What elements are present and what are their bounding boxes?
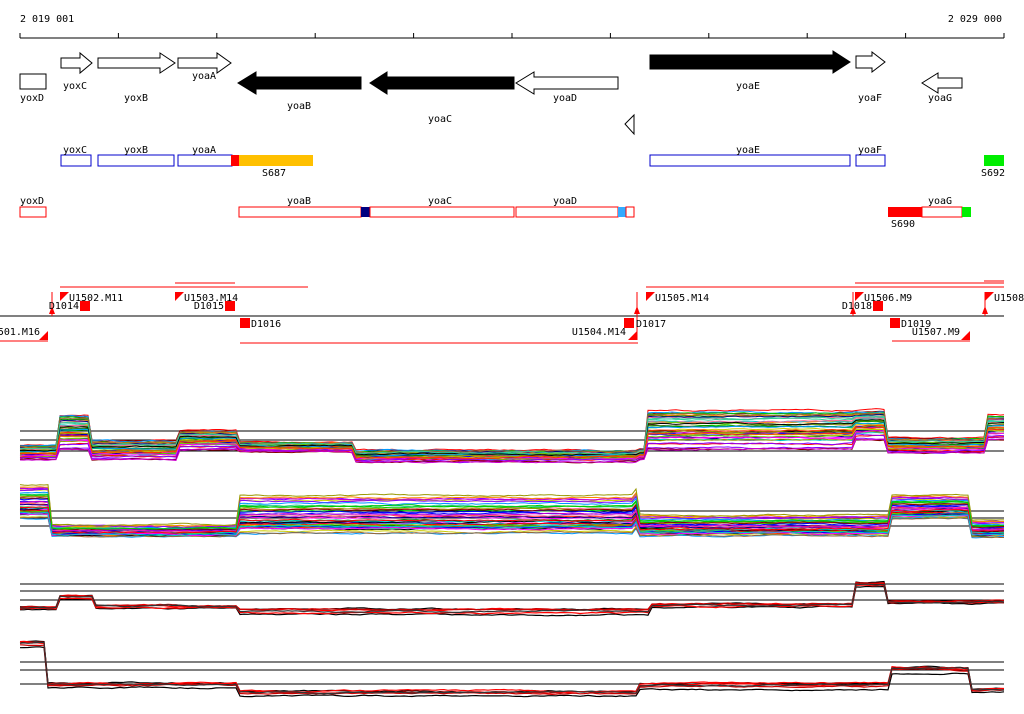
fwd-box-yoxB[interactable]: yoxB: [97, 145, 175, 167]
gene-yoxB[interactable]: yoxB: [97, 52, 176, 104]
feature-U1506-M9[interactable]: U1506.M9: [864, 293, 912, 304]
marker-D1015[interactable]: D1015: [194, 301, 224, 312]
gene-yoxC[interactable]: yoxC: [60, 51, 93, 92]
svg-text:yoaG: yoaG: [928, 93, 952, 104]
svg-text:yoxC: yoxC: [63, 145, 87, 156]
light-blue-mark: [618, 207, 626, 217]
summary-panel-forward: [19, 580, 1005, 617]
svg-text:yoxD: yoxD: [20, 93, 44, 104]
svg-text:S692: S692: [981, 168, 1005, 179]
rev-box-yoxD[interactable]: yoxD: [19, 196, 47, 218]
red-mark: [231, 155, 239, 166]
gene-yoaF[interactable]: yoaF: [855, 50, 886, 104]
marker-D1018[interactable]: D1018: [842, 301, 872, 312]
gene-yoaD[interactable]: yoaD: [515, 71, 619, 104]
feature-U1503-M14[interactable]: U1503.M14: [184, 293, 238, 304]
coordinate-ruler: 2 019 001 2 029 000: [19, 14, 1005, 39]
rev-box-tail: [625, 206, 635, 218]
marker-D1014[interactable]: D1014: [49, 301, 79, 312]
feature-U1502-M11[interactable]: U1502.M11: [69, 293, 123, 304]
rev-box-yoaB[interactable]: yoaB: [238, 196, 362, 218]
axis-start-label: 2 019 001: [20, 14, 74, 25]
gene-yoaG[interactable]: yoaG: [921, 72, 963, 104]
forward-box-track: yoxC yoxB yoaA S687 yoaE yoaF S692: [60, 145, 1005, 179]
gene-yoaE[interactable]: yoaE: [649, 50, 851, 92]
svg-text:yoaE: yoaE: [736, 145, 760, 156]
svg-text:yoxD: yoxD: [20, 196, 44, 207]
svg-text:yoxC: yoxC: [63, 81, 87, 92]
fwd-box-yoaA[interactable]: yoaA: [177, 145, 233, 167]
svg-text:yoxB: yoxB: [124, 145, 148, 156]
svg-text:yoaF: yoaF: [858, 93, 882, 104]
segment-S692[interactable]: S692: [981, 155, 1005, 179]
svg-text:yoaD: yoaD: [553, 196, 577, 207]
feature-U1508[interactable]: U1508: [994, 293, 1024, 304]
svg-text:yoxB: yoxB: [124, 93, 148, 104]
svg-text:yoaF: yoaF: [858, 145, 882, 156]
fwd-box-yoaF[interactable]: yoaF: [855, 145, 886, 167]
expression-panel-reverse: [19, 484, 1005, 539]
gene-yoaB[interactable]: yoaB: [237, 71, 362, 112]
marker-D1019[interactable]: D1019: [901, 319, 931, 330]
gene-yoxD[interactable]: yoxD: [19, 73, 47, 104]
summary-panel-reverse: [19, 640, 1005, 698]
marker-D1016[interactable]: D1016: [251, 319, 281, 330]
svg-text:yoaC: yoaC: [428, 114, 452, 125]
segment-S690[interactable]: S690: [888, 207, 922, 230]
svg-text:yoaE: yoaE: [736, 81, 760, 92]
fwd-box-yoxC[interactable]: yoxC: [60, 145, 92, 167]
feature-501-M16[interactable]: 501.M16: [0, 327, 40, 338]
rev-box-yoaC[interactable]: yoaC: [369, 196, 515, 218]
feature-track: U1502.M11 U1503.M14 U1505.M14 U1506.M9 U…: [0, 280, 1024, 344]
feature-U1505-M14[interactable]: U1505.M14: [655, 293, 709, 304]
expression-panel-forward: [19, 408, 1005, 464]
green-mark: [962, 207, 971, 217]
gene-yoaC[interactable]: yoaC: [369, 71, 515, 125]
svg-text:yoaD: yoaD: [553, 93, 577, 104]
svg-text:yoaA: yoaA: [192, 71, 216, 82]
marker-D1017[interactable]: D1017: [636, 319, 666, 330]
fwd-box-yoaE[interactable]: yoaE: [649, 145, 851, 167]
small-triangle-marker: [624, 113, 635, 136]
svg-text:S690: S690: [891, 219, 915, 230]
axis-end-label: 2 029 000: [948, 14, 1002, 25]
reverse-box-track: yoxD yoaB yoaC yoaD S690 yoaG: [19, 196, 971, 230]
rev-box-yoaG[interactable]: yoaG: [921, 196, 963, 218]
segment-S687[interactable]: S687: [239, 155, 313, 179]
svg-text:S687: S687: [262, 168, 286, 179]
svg-text:yoaB: yoaB: [287, 196, 311, 207]
navy-mark: [361, 207, 370, 217]
feature-U1504-M14[interactable]: U1504.M14: [572, 327, 626, 338]
svg-text:yoaA: yoaA: [192, 145, 216, 156]
feature-U1507-M9[interactable]: U1507.M9: [912, 327, 960, 338]
gene-track: yoxD yoxC yoxB yoaA yoaB yoaC yoaD yoaE: [19, 50, 963, 136]
gene-yoaA[interactable]: yoaA: [177, 52, 232, 82]
svg-text:yoaB: yoaB: [287, 101, 311, 112]
svg-text:yoaC: yoaC: [428, 196, 452, 207]
rev-box-yoaD[interactable]: yoaD: [515, 196, 619, 218]
svg-text:yoaG: yoaG: [928, 196, 952, 207]
